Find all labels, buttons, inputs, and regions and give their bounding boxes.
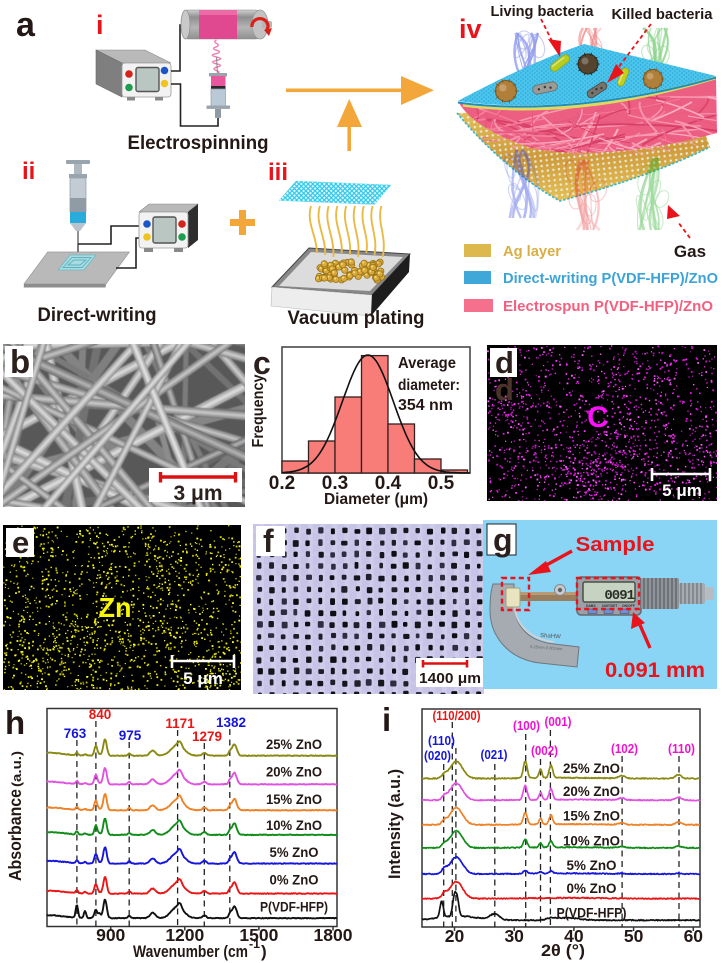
svg-text:i: i	[382, 701, 391, 738]
svg-text:Average: Average	[398, 355, 456, 372]
svg-text:0.3: 0.3	[322, 473, 348, 494]
svg-text:diameter:: diameter:	[398, 377, 460, 394]
svg-text:Direct-writing P(VDF-HFP)/ZnO: Direct-writing P(VDF-HFP)/ZnO	[503, 270, 718, 287]
svg-text:d: d	[495, 345, 514, 380]
svg-text:900: 900	[96, 925, 125, 945]
svg-text:Sample: Sample	[576, 534, 655, 556]
svg-text:(a.u.): (a.u.)	[10, 751, 24, 787]
svg-text:-1: -1	[249, 939, 261, 951]
svg-text:Diameter (μm): Diameter (μm)	[324, 491, 428, 508]
svg-text:50: 50	[624, 926, 644, 946]
svg-text:(110): (110)	[428, 733, 455, 748]
svg-text:iv: iv	[459, 14, 482, 44]
svg-text:3 μm: 3 μm	[173, 482, 222, 505]
svg-text:1200: 1200	[165, 925, 204, 945]
svg-text:5 μm: 5 μm	[183, 669, 223, 688]
svg-text:2θ (°): 2θ (°)	[541, 941, 585, 960]
svg-text:Gas: Gas	[674, 242, 706, 261]
svg-text:0% ZnO: 0% ZnO	[567, 880, 617, 896]
svg-text:25% ZnO: 25% ZnO	[563, 760, 620, 776]
svg-text:(021): (021)	[481, 747, 508, 762]
svg-text:20% ZnO: 20% ZnO	[563, 783, 620, 799]
svg-text:763: 763	[64, 726, 87, 741]
svg-text:ON/OFF: ON/OFF	[622, 604, 635, 608]
svg-text:1800: 1800	[314, 925, 353, 945]
svg-text:Wavenumber (cm: Wavenumber (cm	[133, 942, 248, 961]
svg-text:354 nm: 354 nm	[398, 397, 453, 414]
svg-text:975: 975	[119, 728, 142, 743]
svg-text:d: d	[495, 372, 514, 407]
svg-text:g: g	[493, 522, 513, 558]
svg-text:Killed bacteria: Killed bacteria	[612, 7, 714, 23]
svg-text:5% ZnO: 5% ZnO	[270, 844, 319, 860]
svg-text:20% ZnO: 20% ZnO	[266, 764, 322, 780]
svg-text:(110/200): (110/200)	[433, 708, 481, 723]
svg-text:f: f	[263, 524, 274, 559]
svg-text:840: 840	[89, 707, 112, 722]
svg-text:Zn: Zn	[99, 592, 132, 623]
svg-text:(020): (020)	[424, 748, 451, 763]
svg-text:(001): (001)	[545, 714, 572, 729]
svg-text:0.4: 0.4	[375, 473, 402, 494]
svg-text:1500: 1500	[239, 925, 278, 945]
svg-text:30: 30	[504, 926, 524, 946]
svg-text:c: c	[253, 345, 271, 381]
svg-text:): )	[261, 942, 267, 961]
svg-text:a: a	[16, 6, 36, 44]
svg-text:Living bacteria: Living bacteria	[491, 4, 595, 20]
svg-text:1171: 1171	[165, 716, 195, 731]
svg-text:e: e	[12, 525, 29, 560]
svg-text:Electrospinning: Electrospinning	[128, 133, 269, 154]
svg-text:(102): (102)	[611, 741, 638, 756]
svg-text:Frequency: Frequency	[250, 374, 267, 447]
svg-text:DABS: DABS	[586, 604, 596, 608]
svg-text:0.2: 0.2	[269, 473, 295, 494]
svg-text:ShaHW: ShaHW	[540, 633, 561, 640]
svg-text:ii: ii	[22, 158, 35, 185]
svg-text:Vacuum plating: Vacuum plating	[288, 308, 425, 329]
svg-text:i: i	[96, 10, 104, 40]
svg-text:5 μm: 5 μm	[662, 481, 702, 500]
svg-text:0.5: 0.5	[428, 473, 455, 494]
svg-text:60: 60	[684, 926, 704, 946]
svg-text:10% ZnO: 10% ZnO	[266, 817, 322, 833]
svg-text:UNIT/SET: UNIT/SET	[602, 604, 618, 608]
svg-text:1279: 1279	[192, 729, 222, 744]
svg-text:b: b	[10, 344, 30, 380]
svg-text:Intensity (a.u.): Intensity (a.u.)	[385, 769, 404, 879]
svg-text:10% ZnO: 10% ZnO	[563, 832, 620, 848]
svg-text:P(VDF-HFP): P(VDF-HFP)	[557, 905, 627, 921]
svg-text:0.091 mm: 0.091 mm	[605, 658, 705, 682]
svg-text:0% ZnO: 0% ZnO	[270, 871, 319, 887]
svg-text:40: 40	[564, 926, 584, 946]
svg-text:C: C	[587, 401, 609, 434]
svg-text:15% ZnO: 15% ZnO	[563, 808, 620, 824]
svg-text:Absorbance: Absorbance	[5, 789, 25, 881]
svg-text:(002): (002)	[531, 743, 558, 758]
svg-text:1400 μm: 1400 μm	[419, 670, 481, 687]
svg-text:0-25mm 0.001mm: 0-25mm 0.001mm	[530, 644, 563, 651]
svg-text:25% ZnO: 25% ZnO	[266, 736, 322, 752]
svg-text:0091: 0091	[604, 588, 634, 604]
svg-text:Direct-writing: Direct-writing	[38, 305, 157, 326]
svg-text:h: h	[5, 704, 25, 741]
svg-text:(110): (110)	[668, 741, 695, 756]
svg-text:1382: 1382	[216, 715, 246, 730]
svg-text:Ag layer: Ag layer	[503, 243, 561, 260]
svg-text:15% ZnO: 15% ZnO	[266, 791, 322, 807]
svg-text:20: 20	[445, 926, 465, 946]
svg-text:P(VDF-HFP): P(VDF-HFP)	[260, 899, 328, 915]
svg-text:(100): (100)	[513, 718, 540, 733]
svg-text:iii: iii	[268, 159, 288, 186]
svg-text:Electrospun P(VDF-HFP)/ZnO: Electrospun P(VDF-HFP)/ZnO	[503, 298, 713, 315]
svg-text:5% ZnO: 5% ZnO	[567, 857, 617, 873]
